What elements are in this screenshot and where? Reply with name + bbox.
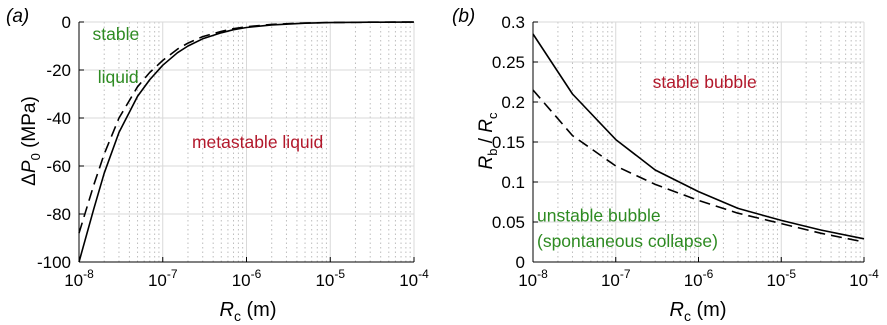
x-tick-label: 10-5 (315, 267, 345, 290)
panel-a-x-axis-label: Rc (m) (220, 299, 277, 324)
annotation-label: metastable liquid (192, 132, 323, 152)
y-tick-label: 0.2 (501, 93, 525, 112)
x-tick-label: 10-4 (399, 267, 429, 290)
y-tick-label: -60 (46, 157, 71, 176)
y-tick-label: -20 (46, 61, 71, 80)
annotation-label: unstable bubble (537, 206, 661, 226)
panel-b-axes (532, 21, 865, 263)
dashed-curve (78, 21, 415, 234)
panel-a-curves (78, 21, 415, 263)
annotation-label: (spontaneous collapse) (537, 231, 718, 251)
dashed-curve (532, 89, 865, 243)
y-tick-label: 0.3 (501, 13, 525, 32)
panel-b-tick-labels: 10-8 10-7 10-6 10-5 10-4 0 0.05 0.1 0.15 0.2 0.25 0… (492, 13, 879, 290)
x-tick-label: 10-5 (766, 267, 796, 290)
x-tick-label: 10-8 (64, 267, 94, 290)
y-tick-label: 0.25 (492, 53, 525, 72)
annotation-label: liquid (98, 67, 139, 87)
panel-b-y-axis-label: Rb / Rc (476, 112, 500, 170)
annotation-label: stable bubble (653, 72, 757, 92)
y-tick-label: 0 (62, 13, 71, 32)
y-tick-label: -100 (37, 253, 71, 272)
panel-a-annotations: stable liquid metastable liquid (93, 24, 324, 152)
y-tick-label: 0.05 (492, 213, 525, 232)
x-tick-label: 10-4 (849, 267, 879, 290)
panel-b-x-axis-label: Rc (m) (670, 299, 727, 324)
y-tick-label: -40 (46, 109, 71, 128)
panel-a-y-axis-label: ΔP0 (MPa) (19, 96, 43, 186)
x-tick-label: 10-7 (148, 267, 178, 290)
y-tick-label: 0.15 (492, 133, 525, 152)
panel-b: (b) 10-8 10-7 10-6 10-5 10-4 0 0.05 0.1 0.15 0.2 0… (452, 6, 879, 324)
y-tick-label: 0 (516, 253, 525, 272)
panel-b-label: (b) (452, 6, 475, 27)
panel-b-curves (532, 33, 865, 243)
panel-a-label: (a) (6, 6, 29, 27)
solid-curve (532, 33, 865, 240)
x-tick-label: 10-7 (601, 267, 631, 290)
y-tick-label: 0.1 (501, 173, 525, 192)
panel-b-annotations: stable bubble unstable bubble (spontaneous… (537, 72, 757, 251)
panel-a-axes (78, 21, 415, 263)
panel-a: (a) 10-8 10-7 10-6 10-5 10-4 -100 -80 -60 -40 -20… (6, 6, 429, 324)
x-tick-label: 10-6 (684, 267, 714, 290)
annotation-label: stable (93, 24, 140, 44)
x-tick-label: 10-6 (232, 267, 262, 290)
y-tick-label: -80 (46, 205, 71, 224)
x-tick-label: 10-8 (518, 267, 548, 290)
panel-a-tick-labels: 10-8 10-7 10-6 10-5 10-4 -100 -80 -60 -40 -20 0 (37, 13, 429, 290)
